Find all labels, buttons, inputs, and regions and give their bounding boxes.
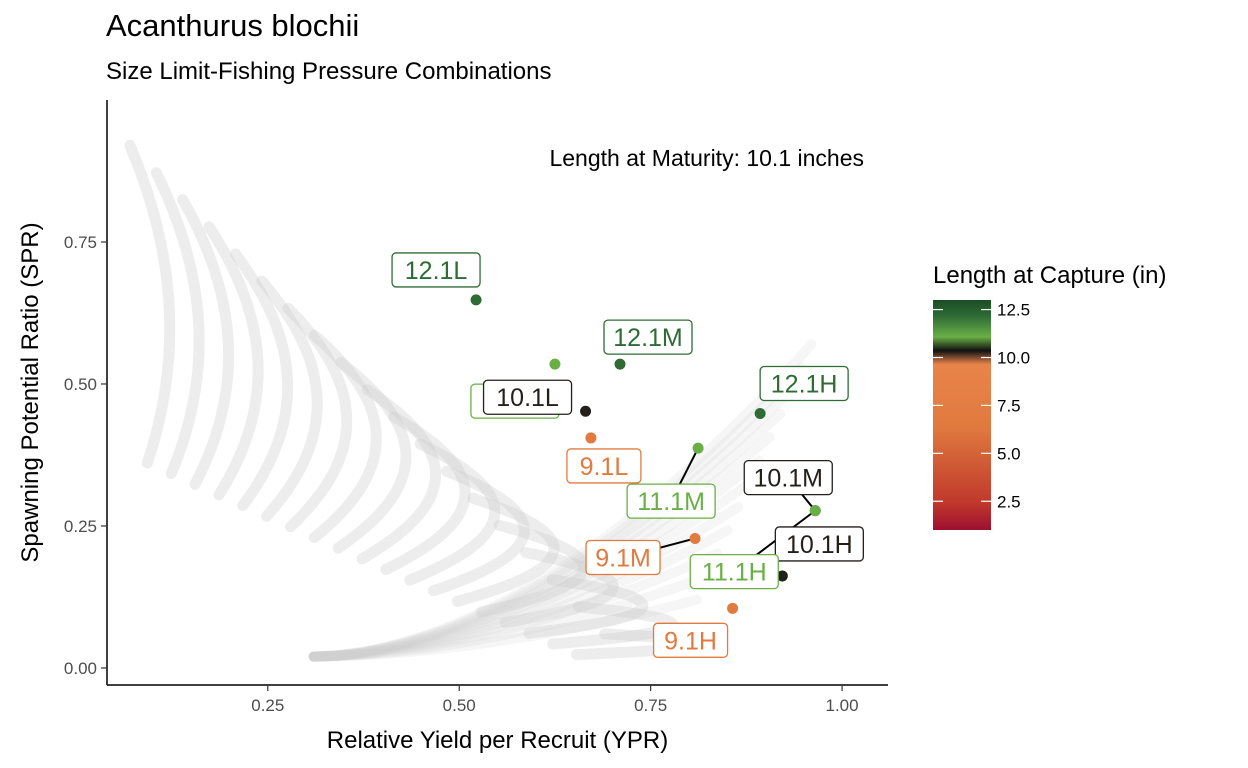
chart-subtitle: Size Limit-Fishing Pressure Combinations bbox=[106, 58, 552, 85]
point-label-text: 9.1L bbox=[580, 453, 629, 481]
point-label-text: 9.1M bbox=[595, 544, 651, 572]
y-tick-label: 0.00 bbox=[64, 659, 97, 678]
point-label: 11.1M bbox=[626, 483, 716, 519]
background-curve bbox=[308, 478, 754, 662]
point-label-text: 12.1L bbox=[405, 257, 468, 285]
background-curve bbox=[282, 302, 353, 533]
background-curve bbox=[404, 438, 501, 586]
point-label-text: 10.1H bbox=[786, 531, 853, 559]
legend-title: Length at Capture (in) bbox=[933, 262, 1166, 289]
data-point bbox=[692, 442, 704, 454]
data-point bbox=[754, 408, 766, 420]
point-label: 10.1L bbox=[482, 379, 573, 415]
data-point bbox=[585, 432, 597, 444]
background-curve bbox=[475, 519, 590, 618]
background-curve bbox=[203, 221, 264, 501]
data-point bbox=[549, 358, 561, 370]
point-label-text: 12.1H bbox=[771, 371, 838, 399]
background-curve bbox=[308, 548, 723, 662]
point-label: 12.1L bbox=[391, 252, 481, 288]
point-label: 12.1M bbox=[603, 319, 693, 355]
background-curve bbox=[150, 167, 205, 480]
background-curve bbox=[308, 571, 712, 662]
point-label: 12.1H bbox=[759, 365, 849, 402]
x-tick-label: 0.25 bbox=[251, 696, 284, 715]
maturity-annotation: Length at Maturity: 10.1 inches bbox=[549, 145, 864, 171]
point-label: 9.1M bbox=[585, 539, 661, 576]
background-curve bbox=[428, 465, 530, 597]
point-label-box bbox=[759, 365, 849, 402]
point-label-text: 11.1M bbox=[637, 488, 705, 516]
point-label: 11.1H bbox=[689, 553, 779, 590]
point-label: 10.1H bbox=[774, 526, 864, 562]
legend-tick-label: 2.5 bbox=[997, 492, 1021, 511]
background-curve bbox=[308, 362, 806, 662]
background-curve bbox=[308, 339, 817, 662]
point-label-box bbox=[585, 539, 661, 576]
point-label-box bbox=[626, 483, 716, 519]
point-label-box bbox=[391, 252, 481, 288]
x-tick-label: 0.50 bbox=[443, 696, 476, 715]
point-label-text: 10.1L bbox=[496, 384, 559, 412]
background-curve bbox=[256, 275, 323, 522]
point-label: 10.1M bbox=[743, 459, 833, 496]
chart-title: Acanthurus blochii bbox=[106, 8, 360, 43]
legend-tick-label: 10.0 bbox=[997, 349, 1030, 368]
point-label-box bbox=[652, 622, 729, 658]
data-point bbox=[470, 294, 482, 306]
point-label-box bbox=[743, 459, 833, 496]
point-label-text: 9.1H bbox=[664, 627, 717, 655]
legend-tick-label: 5.0 bbox=[997, 444, 1021, 463]
background-curve bbox=[332, 357, 412, 554]
annotations: Length at Maturity: 10.1 inches bbox=[549, 145, 864, 171]
data-point bbox=[727, 602, 739, 614]
labeled-points: 12.1L11.1L12.1M10.1L12.1H9.1L11.1M10.1M9… bbox=[391, 252, 864, 658]
x-tick-label: 0.75 bbox=[634, 696, 667, 715]
axes: 0.25 0.50 0.75 1.00 0.00 0.25 0.50 0.75 Relative… bbox=[17, 100, 888, 754]
legend-tick-label: 7.5 bbox=[997, 396, 1021, 415]
data-point bbox=[689, 532, 701, 544]
data-point bbox=[776, 570, 788, 582]
background-curve bbox=[308, 329, 382, 543]
background-curve bbox=[451, 492, 560, 607]
background-curve bbox=[499, 547, 619, 629]
background-curve bbox=[380, 411, 471, 575]
background-curve bbox=[308, 385, 796, 662]
point-label: 9.1H bbox=[652, 622, 729, 658]
y-axis-title: Spawning Potential Ratio (SPR) bbox=[17, 222, 44, 562]
y-tick-label: 0.25 bbox=[64, 517, 97, 536]
point-label-text: 10.1M bbox=[754, 465, 823, 493]
point-label-text: 12.1M bbox=[613, 324, 682, 352]
background-curve bbox=[308, 501, 744, 662]
point-label: 9.1L bbox=[566, 448, 642, 484]
x-axis-title: Relative Yield per Recruit (YPR) bbox=[327, 727, 668, 754]
point-label-box bbox=[689, 553, 779, 590]
background-curve bbox=[177, 194, 235, 490]
background-curve bbox=[523, 574, 649, 639]
y-tick-label: 0.75 bbox=[64, 233, 97, 252]
y-tick-label: 0.50 bbox=[64, 375, 97, 394]
point-label-text: 11.1H bbox=[702, 559, 767, 587]
point-label-box bbox=[482, 379, 573, 415]
legend-colorbar bbox=[933, 300, 991, 530]
background-curve bbox=[308, 594, 702, 662]
background-curve bbox=[124, 139, 176, 469]
data-point bbox=[580, 405, 592, 417]
background-curve bbox=[356, 384, 441, 565]
background-curve bbox=[230, 248, 294, 511]
x-tick-label: 1.00 bbox=[826, 696, 859, 715]
data-point bbox=[809, 505, 821, 517]
point-label-box bbox=[774, 526, 864, 562]
legend-tick-label: 12.5 bbox=[997, 301, 1030, 320]
data-point bbox=[614, 358, 626, 370]
point-label-box bbox=[603, 319, 693, 355]
background-curve bbox=[308, 408, 786, 662]
point-label-box bbox=[566, 448, 642, 484]
color-legend: Length at Capture (in) 12.5 10.0 7.5 5.0 2.5 bbox=[933, 262, 1166, 530]
